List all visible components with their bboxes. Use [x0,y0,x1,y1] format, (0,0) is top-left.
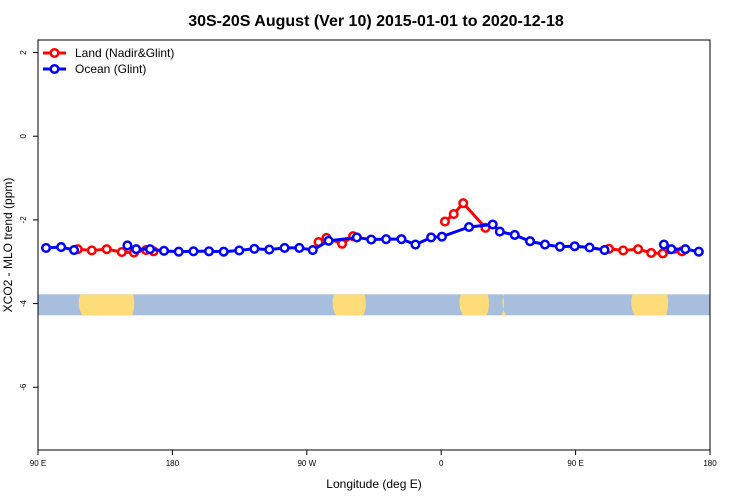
series-1-point [188,246,199,257]
series-0-point [86,245,97,256]
series-0-point [439,216,450,227]
series-1-point [249,243,260,254]
series-1-point [351,232,362,243]
series-0-point [337,238,348,249]
map-land-segment [78,294,135,316]
series-1-point [323,235,334,246]
series-1-point [158,245,170,256]
plot-area-frame [37,39,711,451]
series-0-point [116,247,127,258]
series-1-point [584,242,595,253]
series-layer [40,198,704,259]
map-band [38,294,710,316]
x-axis-label: Longitude (deg E) [326,477,421,491]
series-1-point [40,242,52,253]
series-1-point [381,234,392,245]
series-1-point [307,244,318,256]
map-ocean-strip [38,294,710,316]
series-1-point [173,246,184,257]
series-0-point [618,245,629,256]
series-1-point [666,244,677,255]
map-land-segment [631,294,669,316]
legend-label: Land (Nadir&Glint) [75,46,174,60]
map-land-segment [501,294,506,316]
series-1-point [264,244,275,255]
y-tick-label: 2 [19,50,28,55]
series-1-point [539,239,551,250]
legend-swatch-marker [49,47,60,59]
series-1-point [279,242,290,253]
series-1-point [122,240,133,251]
series-1-point [554,241,565,252]
series-1-point [463,221,475,233]
series-0-segment [461,201,487,230]
x-tick-label: 90 E [30,459,46,468]
x-tick-label: 90 E [567,459,583,468]
x-axis: 90 E 180 90 W 0 90 E 180 [30,450,717,468]
series-1-point [509,229,520,241]
y-tick-label: 0 [19,133,28,138]
series-1-point [426,232,437,243]
series-0-point [448,208,459,220]
series-1-point [569,241,580,252]
series-1-point [131,244,142,255]
series-1-point [218,246,229,257]
series-1-point [68,244,80,256]
series-1-point [494,226,505,237]
x-tick-label: 0 [439,459,444,468]
series-1-point [294,242,305,253]
series-1-point [144,244,156,255]
series-1-point [234,245,245,256]
y-axis-label: XCO2 - MLO trend (ppm) [1,178,15,313]
series-1-point [487,219,498,230]
series-0-point [657,248,668,259]
series-1-point [366,234,377,245]
series-1-point [56,242,67,253]
series-1-point [599,244,610,256]
series-0-point [101,244,112,255]
map-land-segment [459,294,490,316]
series-0-point [633,244,644,255]
series-1-point [525,236,536,247]
series-0-point [458,198,469,209]
series-1-point [396,234,407,245]
chart-title: 30S-20S August (Ver 10) 2015-01-01 to 20… [188,13,564,30]
legend: Land (Nadir&Glint) Ocean (Glint) [43,46,174,76]
x-tick-label: 180 [703,459,717,468]
series-1-point [203,246,215,257]
series-1-point [658,239,669,250]
series-1-point [410,239,421,250]
x-tick-label: 90 W [297,459,316,468]
series-1-point [436,231,447,242]
legend-swatch-marker [49,63,60,75]
y-tick-label: -2 [19,216,28,224]
y-tick-label: -4 [19,299,28,307]
legend-label: Ocean (Glint) [75,62,146,76]
series-0-point [646,247,657,258]
x-tick-label: 180 [166,459,180,468]
series-1-point [680,244,691,255]
series-1-point [693,246,704,257]
y-tick-label: -6 [19,383,28,391]
y-axis: 2 0 -2 -4 -6 [19,50,38,391]
map-land-segment [332,294,366,316]
